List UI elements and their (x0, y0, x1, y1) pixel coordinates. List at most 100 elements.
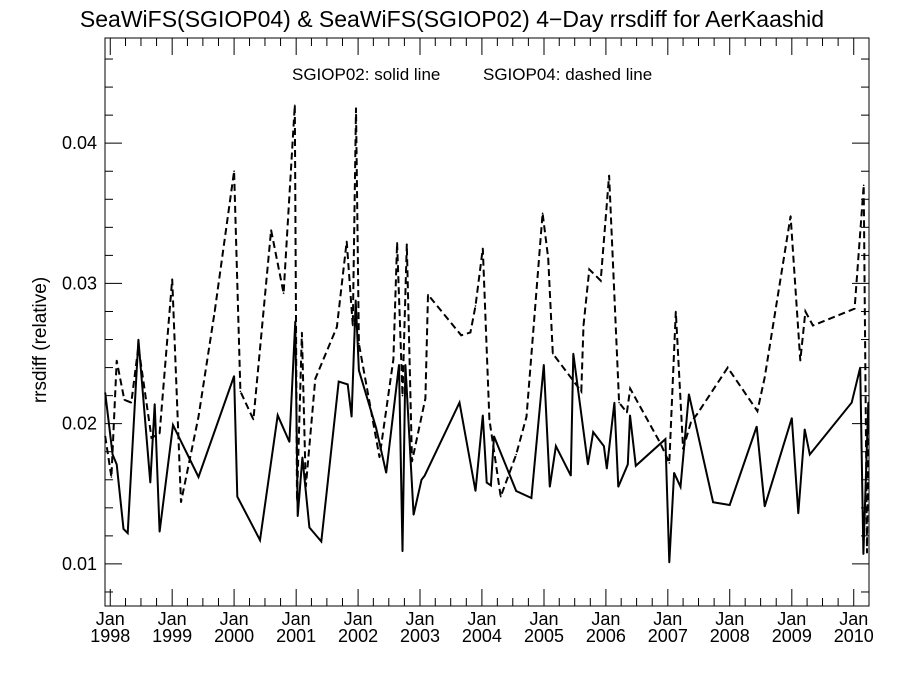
data-point-sgiop04 (427, 293, 429, 296)
x-tick-label-month: Jan (653, 609, 682, 629)
data-point-sgiop02 (420, 479, 423, 481)
data-point-sgiop02 (629, 414, 631, 417)
data-point-sgiop02 (158, 530, 161, 533)
data-point-sgiop02 (172, 424, 174, 426)
data-point-sgiop02 (236, 495, 239, 498)
legend-solid-annotation: SGIOP02: solid line (292, 65, 440, 84)
series-line-sgiop04 (104, 105, 870, 553)
data-point-sgiop02 (197, 476, 200, 478)
data-point-sgiop02 (515, 490, 517, 492)
data-point-sgiop04 (355, 107, 357, 109)
data-point-sgiop02 (404, 364, 407, 366)
data-point-sgiop02 (259, 539, 261, 541)
x-tick-label-month: Jan (96, 609, 125, 629)
data-point-sgiop02 (493, 435, 495, 438)
x-tick-label-month: Jan (777, 609, 806, 629)
data-point-sgiop04 (233, 170, 235, 172)
data-point-sgiop04 (608, 174, 610, 177)
data-point-sgiop04 (252, 418, 255, 421)
data-point-sgiop04 (696, 413, 699, 415)
data-point-sgiop02 (385, 472, 388, 474)
data-point-sgiop02 (688, 393, 690, 396)
y-axis-label: rrsdiff (relative) (30, 277, 51, 403)
series-lines (104, 104, 870, 564)
data-point-sgiop02 (490, 484, 492, 487)
data-point-sgiop04 (626, 411, 628, 414)
data-point-sgiop02 (401, 550, 404, 553)
data-point-sgiop04 (401, 394, 404, 397)
data-point-sgiop04 (599, 279, 602, 282)
data-point-sgiop02 (412, 514, 415, 516)
chart-title: SeaWiFS(SGIOP04) & SeaWiFS(SGIOP02) 4−Da… (80, 6, 824, 32)
data-point-sgiop02 (791, 417, 793, 419)
x-tick-label-year: 2004 (462, 626, 502, 646)
x-tick-label-year: 1999 (152, 626, 192, 646)
x-tick-label-month: Jan (282, 609, 311, 629)
data-point-sgiop02 (104, 392, 106, 394)
data-point-sgiop04 (482, 247, 484, 250)
data-point-sgiop04 (123, 399, 126, 401)
data-point-sgiop04 (763, 376, 766, 379)
x-tick-label-year: 2007 (648, 626, 688, 646)
data-point-sgiop02 (797, 512, 800, 515)
plot-frame (104, 37, 870, 607)
data-point-sgiop04 (853, 307, 856, 310)
data-point-sgiop02 (137, 338, 140, 341)
data-point-sgiop02 (458, 401, 461, 404)
data-point-sgiop04 (158, 432, 161, 435)
x-tick-label-year: 2002 (338, 626, 378, 646)
data-point-sgiop02 (296, 515, 299, 517)
data-point-sgiop04 (866, 551, 868, 554)
data-point-sgiop02 (301, 456, 304, 459)
data-point-sgiop04 (804, 310, 807, 313)
data-point-sgiop02 (867, 401, 870, 404)
data-point-sgiop02 (337, 380, 340, 383)
data-point-sgiop04 (239, 390, 242, 393)
data-point-sgiop02 (233, 375, 235, 377)
data-point-sgiop04 (659, 442, 662, 445)
data-point-sgiop02 (354, 299, 357, 302)
x-tick-label-month: Jan (405, 609, 434, 629)
data-point-sgiop04 (515, 453, 517, 456)
x-tick-label-month: Jan (344, 609, 373, 629)
data-point-sgiop02 (482, 414, 484, 417)
data-point-sgiop04 (525, 415, 528, 418)
data-point-sgiop04 (675, 310, 677, 313)
x-tick-label-year: 2000 (214, 626, 254, 646)
x-tick-label-month: Jan (220, 609, 249, 629)
x-tick-label-year: 1998 (90, 626, 130, 646)
data-point-sgiop04 (314, 378, 317, 380)
data-point-sgiop04 (488, 418, 491, 421)
x-tick-label-year: 2008 (710, 626, 750, 646)
data-point-sgiop02 (679, 486, 682, 488)
x-tick-label-month: Jan (529, 609, 558, 629)
data-point-sgiop04 (396, 242, 398, 244)
data-point-sgiop04 (345, 240, 348, 243)
data-point-sgiop04 (682, 448, 684, 450)
data-point-sgiop04 (282, 292, 285, 295)
data-point-sgiop04 (469, 331, 472, 334)
data-point-sgiop02 (763, 505, 766, 508)
legend-dashed-annotation: SGIOP04: dashed line (483, 65, 652, 84)
data-point-sgiop04 (104, 435, 106, 438)
data-point-sgiop04 (130, 401, 133, 404)
data-point-sgiop04 (110, 476, 113, 478)
data-point-sgiop04 (171, 278, 173, 281)
data-point-sgiop04 (294, 104, 296, 107)
data-point-sgiop04 (756, 410, 759, 412)
axes-ticks: 0.010.020.030.04Jan1998Jan1999Jan2000Jan… (62, 38, 874, 646)
data-point-sgiop04 (352, 324, 354, 327)
data-point-sgiop02 (122, 528, 125, 530)
data-point-sgiop04 (541, 212, 544, 215)
data-point-sgiop04 (552, 352, 554, 355)
data-point-sgiop02 (673, 472, 675, 474)
data-point-sgiop02 (664, 438, 667, 440)
data-point-sgiop04 (378, 456, 381, 459)
data-point-sgiop02 (613, 401, 616, 404)
data-point-sgiop02 (587, 463, 589, 466)
x-tick-label-month: Jan (158, 609, 187, 629)
data-point-sgiop04 (499, 495, 502, 498)
data-point-sgiop02 (149, 481, 152, 484)
data-point-sgiop02 (485, 481, 488, 484)
